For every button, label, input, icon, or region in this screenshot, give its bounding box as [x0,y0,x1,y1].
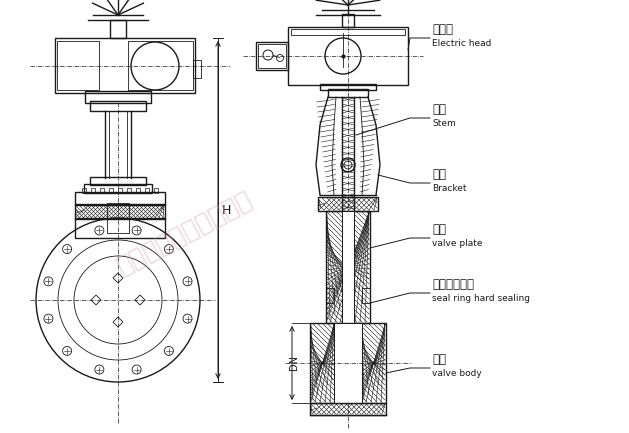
Text: Electric head: Electric head [432,39,491,48]
Bar [334,323,362,403]
Circle shape [183,277,192,286]
Bar [118,188,122,193]
Bar [57,41,99,90]
Bar [107,203,129,233]
Bar [310,403,386,415]
Circle shape [341,158,355,172]
Bar [75,204,165,219]
Circle shape [63,346,72,355]
Bar [342,211,354,323]
Text: 上海湖泉阀门有限公司: 上海湖泉阀门有限公司 [113,187,257,279]
Text: Bracket: Bracket [432,184,467,193]
Bar [326,211,370,323]
Circle shape [164,346,174,355]
Bar [342,211,354,323]
Bar [55,38,195,93]
Circle shape [44,314,53,323]
Circle shape [44,277,53,286]
Bar [291,29,405,35]
Polygon shape [135,295,145,305]
Bar [258,44,286,68]
Circle shape [132,365,141,374]
Text: 阀体: 阀体 [432,353,446,366]
Text: valve body: valve body [432,369,482,378]
Bar [334,323,362,403]
Bar [136,188,140,193]
Text: 支架: 支架 [432,168,446,181]
Bar [91,188,95,193]
Text: Stem: Stem [432,119,456,128]
Text: valve plate: valve plate [432,239,482,248]
Bar [75,192,165,205]
Bar [100,188,104,193]
Bar [288,27,408,85]
Bar [75,218,165,238]
Circle shape [63,245,72,254]
Bar [320,84,376,90]
Bar [127,188,131,193]
Bar [193,60,201,78]
Bar [85,91,151,103]
Bar [82,188,86,193]
Circle shape [164,245,174,254]
Bar [310,323,386,403]
Bar [109,188,113,193]
Polygon shape [113,273,123,283]
Bar [256,42,288,70]
Bar [145,188,149,193]
Text: 密封圈硬密封: 密封圈硬密封 [432,278,474,291]
Bar [326,288,334,303]
Bar [154,188,158,193]
Circle shape [132,226,141,235]
Bar [328,89,368,97]
Polygon shape [91,295,101,305]
Text: 电动头: 电动头 [432,23,453,36]
Circle shape [95,226,104,235]
Text: DN: DN [289,355,299,371]
Bar [90,177,146,185]
Text: seal ring hard sealing: seal ring hard sealing [432,294,530,303]
Circle shape [183,314,192,323]
Bar [110,20,126,38]
Text: 阀杆: 阀杆 [432,103,446,116]
Text: H: H [222,204,231,216]
Bar [84,184,152,193]
Bar [90,101,146,111]
Polygon shape [113,317,123,327]
Bar [128,41,193,90]
Bar [318,197,378,211]
Bar [362,288,370,303]
Circle shape [95,365,104,374]
Bar [342,14,354,27]
Text: 闸板: 闸板 [432,223,446,236]
